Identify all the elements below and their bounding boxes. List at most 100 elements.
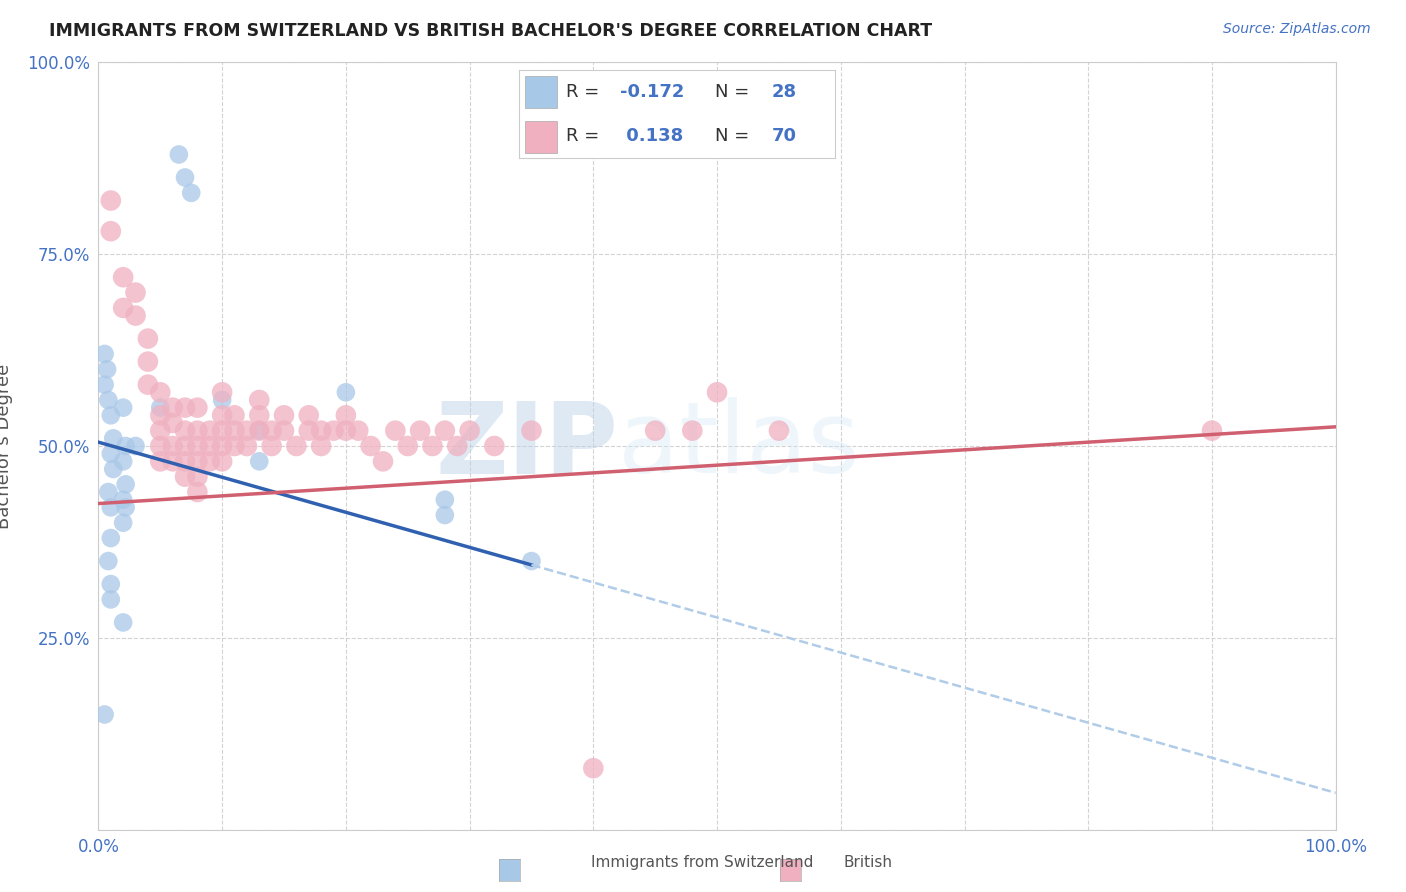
Point — [149, 454, 172, 468]
Text: British: British — [844, 855, 893, 870]
Point — [211, 385, 233, 400]
Text: Source: ZipAtlas.com: Source: ZipAtlas.com — [1223, 22, 1371, 37]
Point — [211, 409, 233, 423]
Point — [236, 439, 259, 453]
Point — [247, 392, 270, 407]
Point — [409, 424, 432, 438]
Point — [335, 409, 357, 423]
Point — [211, 439, 233, 453]
Point — [186, 401, 208, 415]
Point — [180, 186, 202, 200]
Point — [162, 454, 184, 468]
Point — [149, 401, 172, 415]
Point — [174, 469, 197, 483]
Point — [1201, 424, 1223, 438]
Point — [433, 492, 456, 507]
Text: Immigrants from Switzerland: Immigrants from Switzerland — [591, 855, 813, 870]
Point — [114, 477, 136, 491]
Point — [335, 385, 357, 400]
Point — [224, 439, 246, 453]
Point — [124, 309, 146, 323]
Point — [186, 454, 208, 468]
Point — [162, 401, 184, 415]
Point — [422, 439, 444, 453]
Point — [100, 447, 122, 461]
Point — [211, 424, 233, 438]
Point — [97, 392, 120, 407]
Point — [198, 424, 221, 438]
Point — [273, 409, 295, 423]
Point — [112, 270, 135, 285]
Point — [285, 439, 308, 453]
Point — [149, 409, 172, 423]
Point — [706, 385, 728, 400]
Point — [644, 424, 666, 438]
Point — [198, 454, 221, 468]
Point — [335, 424, 357, 438]
Point — [384, 424, 406, 438]
Point — [124, 439, 146, 453]
Point — [112, 454, 135, 468]
Point — [100, 577, 122, 591]
Point — [273, 424, 295, 438]
Point — [396, 439, 419, 453]
Point — [112, 516, 135, 530]
Point — [162, 416, 184, 430]
Text: IMMIGRANTS FROM SWITZERLAND VS BRITISH BACHELOR'S DEGREE CORRELATION CHART: IMMIGRANTS FROM SWITZERLAND VS BRITISH B… — [49, 22, 932, 40]
Point — [484, 439, 506, 453]
Point — [149, 424, 172, 438]
Point — [322, 424, 344, 438]
Point — [114, 439, 136, 453]
Point — [174, 424, 197, 438]
Point — [97, 554, 120, 568]
Point — [211, 392, 233, 407]
Point — [103, 462, 125, 476]
Point — [309, 424, 332, 438]
Point — [458, 424, 481, 438]
Point — [167, 147, 190, 161]
Point — [136, 377, 159, 392]
Point — [211, 454, 233, 468]
Point — [186, 469, 208, 483]
Point — [136, 354, 159, 368]
Point — [224, 409, 246, 423]
Point — [96, 362, 118, 376]
Point — [360, 439, 382, 453]
Point — [433, 508, 456, 522]
Point — [347, 424, 370, 438]
Text: ZIP: ZIP — [436, 398, 619, 494]
Point — [309, 439, 332, 453]
Point — [149, 385, 172, 400]
Point — [371, 454, 394, 468]
Point — [582, 761, 605, 775]
Point — [520, 554, 543, 568]
Point — [520, 424, 543, 438]
Point — [186, 424, 208, 438]
Point — [112, 615, 135, 630]
Point — [174, 170, 197, 185]
Point — [174, 439, 197, 453]
Point — [236, 424, 259, 438]
Point — [93, 377, 115, 392]
Point — [768, 424, 790, 438]
Point — [247, 424, 270, 438]
Point — [112, 301, 135, 315]
Point — [224, 424, 246, 438]
Point — [298, 409, 321, 423]
Point — [114, 500, 136, 515]
Point — [162, 439, 184, 453]
Y-axis label: Bachelor's Degree: Bachelor's Degree — [0, 363, 13, 529]
Point — [174, 454, 197, 468]
Point — [446, 439, 468, 453]
Point — [136, 332, 159, 346]
Point — [112, 401, 135, 415]
Point — [260, 439, 283, 453]
Point — [100, 531, 122, 545]
Point — [433, 424, 456, 438]
Point — [186, 485, 208, 500]
Point — [124, 285, 146, 300]
Point — [149, 439, 172, 453]
Point — [93, 347, 115, 361]
Point — [103, 431, 125, 445]
Point — [681, 424, 703, 438]
